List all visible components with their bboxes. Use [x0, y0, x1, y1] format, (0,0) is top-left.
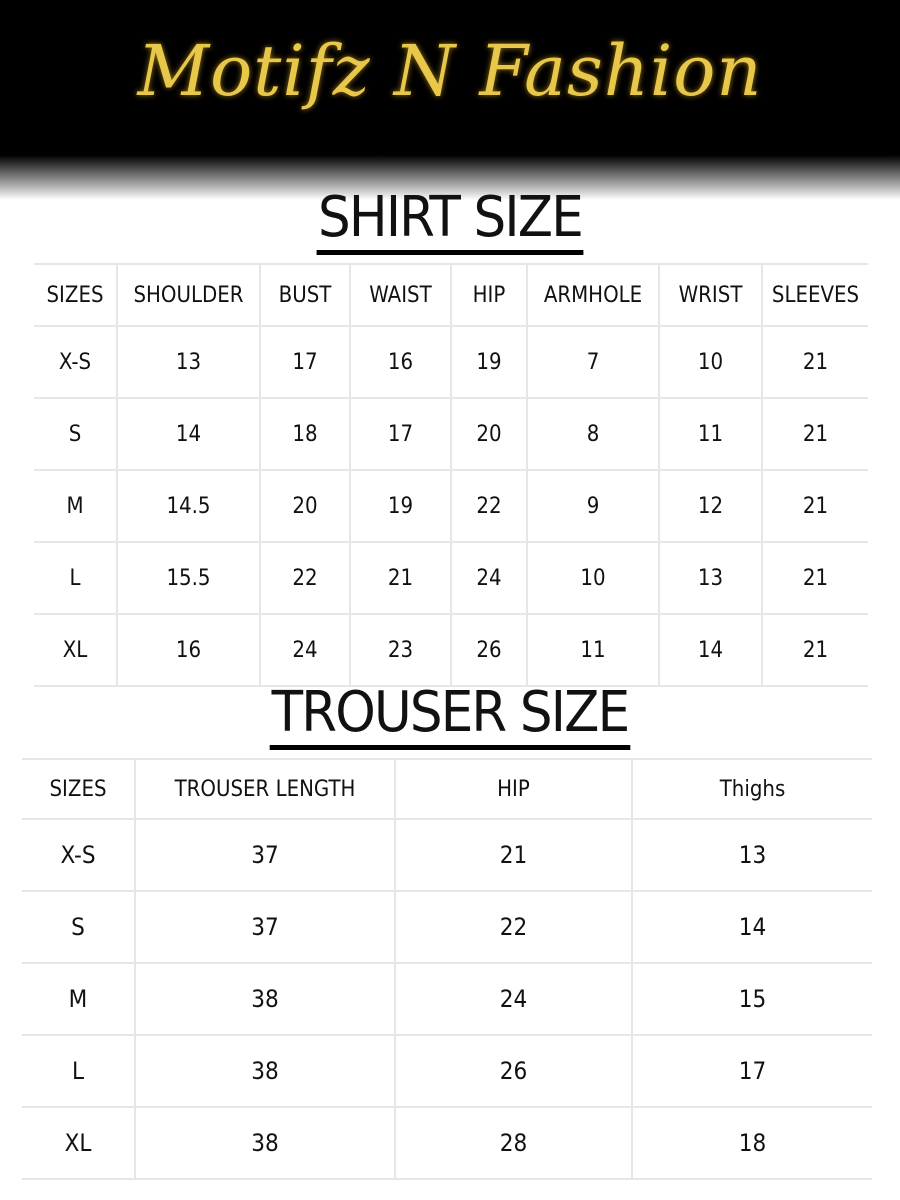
table-cell: L	[22, 1034, 136, 1108]
column-header: HIP	[394, 758, 633, 820]
table-cell: 17	[631, 1034, 872, 1108]
column-header: SLEEVES	[761, 263, 868, 327]
table-cell: 22	[259, 541, 351, 615]
column-header: WAIST	[349, 263, 452, 327]
table-cell: 24	[450, 541, 528, 615]
table-cell: 21	[761, 325, 868, 399]
column-header: ARMHOLE	[526, 263, 660, 327]
column-header: SIZES	[34, 263, 118, 327]
table-cell: 16	[349, 325, 452, 399]
column-header: SIZES	[22, 758, 136, 820]
table-cell: 21	[761, 541, 868, 615]
table-cell: 7	[526, 325, 660, 399]
table-cell: 15	[631, 962, 872, 1036]
table-row: M 14.5 20 19 22 9 12 21	[34, 469, 868, 543]
table-cell: 20	[450, 397, 528, 471]
table-cell: 28	[394, 1106, 633, 1180]
table-cell: M	[22, 962, 136, 1036]
table-cell: XL	[34, 613, 118, 687]
table-cell: 16	[116, 613, 261, 687]
table-cell: X-S	[34, 325, 118, 399]
table-cell: 14.5	[116, 469, 261, 543]
table-cell: 13	[658, 541, 763, 615]
table-cell: 38	[134, 1106, 396, 1180]
table-cell: 26	[394, 1034, 633, 1108]
table-cell: 24	[259, 613, 351, 687]
table-cell: 24	[394, 962, 633, 1036]
table-cell: 21	[349, 541, 452, 615]
table-cell: 14	[631, 890, 872, 964]
column-header: Thighs	[631, 758, 872, 820]
column-header: SHOULDER	[116, 263, 261, 327]
table-cell: 21	[761, 397, 868, 471]
table-cell: XL	[22, 1106, 136, 1180]
table-cell: 8	[526, 397, 660, 471]
column-header: WRIST	[658, 263, 763, 327]
brand-banner: Motifz N Fashion	[0, 0, 900, 200]
table-cell: 11	[658, 397, 763, 471]
header-row: SIZES TROUSER LENGTH HIP Thighs	[22, 758, 872, 820]
table-row: L 38 26 17	[22, 1034, 872, 1108]
table-cell: 38	[134, 1034, 396, 1108]
table-cell: 19	[450, 325, 528, 399]
table-cell: 13	[631, 818, 872, 892]
table-cell: L	[34, 541, 118, 615]
table-row: L 15.5 22 21 24 10 13 21	[34, 541, 868, 615]
trouser-size-title: TROUSER SIZE	[36, 680, 864, 750]
table-cell: 17	[259, 325, 351, 399]
table-cell: 21	[394, 818, 633, 892]
shirt-size-table: SIZES SHOULDER BUST WAIST HIP ARMHOLE WRIST SLE…	[34, 263, 868, 687]
table-cell: 23	[349, 613, 452, 687]
table-cell: 14	[116, 397, 261, 471]
table-cell: 21	[761, 469, 868, 543]
table-cell: 14	[658, 613, 763, 687]
table-cell: 18	[631, 1106, 872, 1180]
table-cell: M	[34, 469, 118, 543]
table-cell: 38	[134, 962, 396, 1036]
table-cell: 26	[450, 613, 528, 687]
table-cell: 10	[658, 325, 763, 399]
table-cell: S	[22, 890, 136, 964]
table-cell: 9	[526, 469, 660, 543]
table-cell: 22	[450, 469, 528, 543]
trouser-size-table: SIZES TROUSER LENGTH HIP Thighs X-S 37 21 13 S 37…	[22, 758, 872, 1180]
table-row: M 38 24 15	[22, 962, 872, 1036]
table-row: X-S 37 21 13	[22, 818, 872, 892]
table-row: XL 16 24 23 26 11 14 21	[34, 613, 868, 687]
table-cell: 12	[658, 469, 763, 543]
table-cell: S	[34, 397, 118, 471]
table-cell: 21	[761, 613, 868, 687]
table-cell: 11	[526, 613, 660, 687]
table-cell: 22	[394, 890, 633, 964]
table-cell: 37	[134, 890, 396, 964]
table-cell: 19	[349, 469, 452, 543]
brand-logo: Motifz N Fashion	[137, 30, 763, 112]
table-cell: 17	[349, 397, 452, 471]
shirt-size-title: SHIRT SIZE	[36, 185, 864, 255]
table-cell: 10	[526, 541, 660, 615]
table-row: X-S 13 17 16 19 7 10 21	[34, 325, 868, 399]
table-row: S 37 22 14	[22, 890, 872, 964]
table-cell: 13	[116, 325, 261, 399]
table-cell: X-S	[22, 818, 136, 892]
table-cell: 18	[259, 397, 351, 471]
table-cell: 20	[259, 469, 351, 543]
column-header: TROUSER LENGTH	[134, 758, 396, 820]
table-cell: 15.5	[116, 541, 261, 615]
column-header: BUST	[259, 263, 351, 327]
table-cell: 37	[134, 818, 396, 892]
table-row: S 14 18 17 20 8 11 21	[34, 397, 868, 471]
table-row: XL 38 28 18	[22, 1106, 872, 1180]
header-row: SIZES SHOULDER BUST WAIST HIP ARMHOLE WRIST SLE…	[34, 263, 868, 327]
column-header: HIP	[450, 263, 528, 327]
